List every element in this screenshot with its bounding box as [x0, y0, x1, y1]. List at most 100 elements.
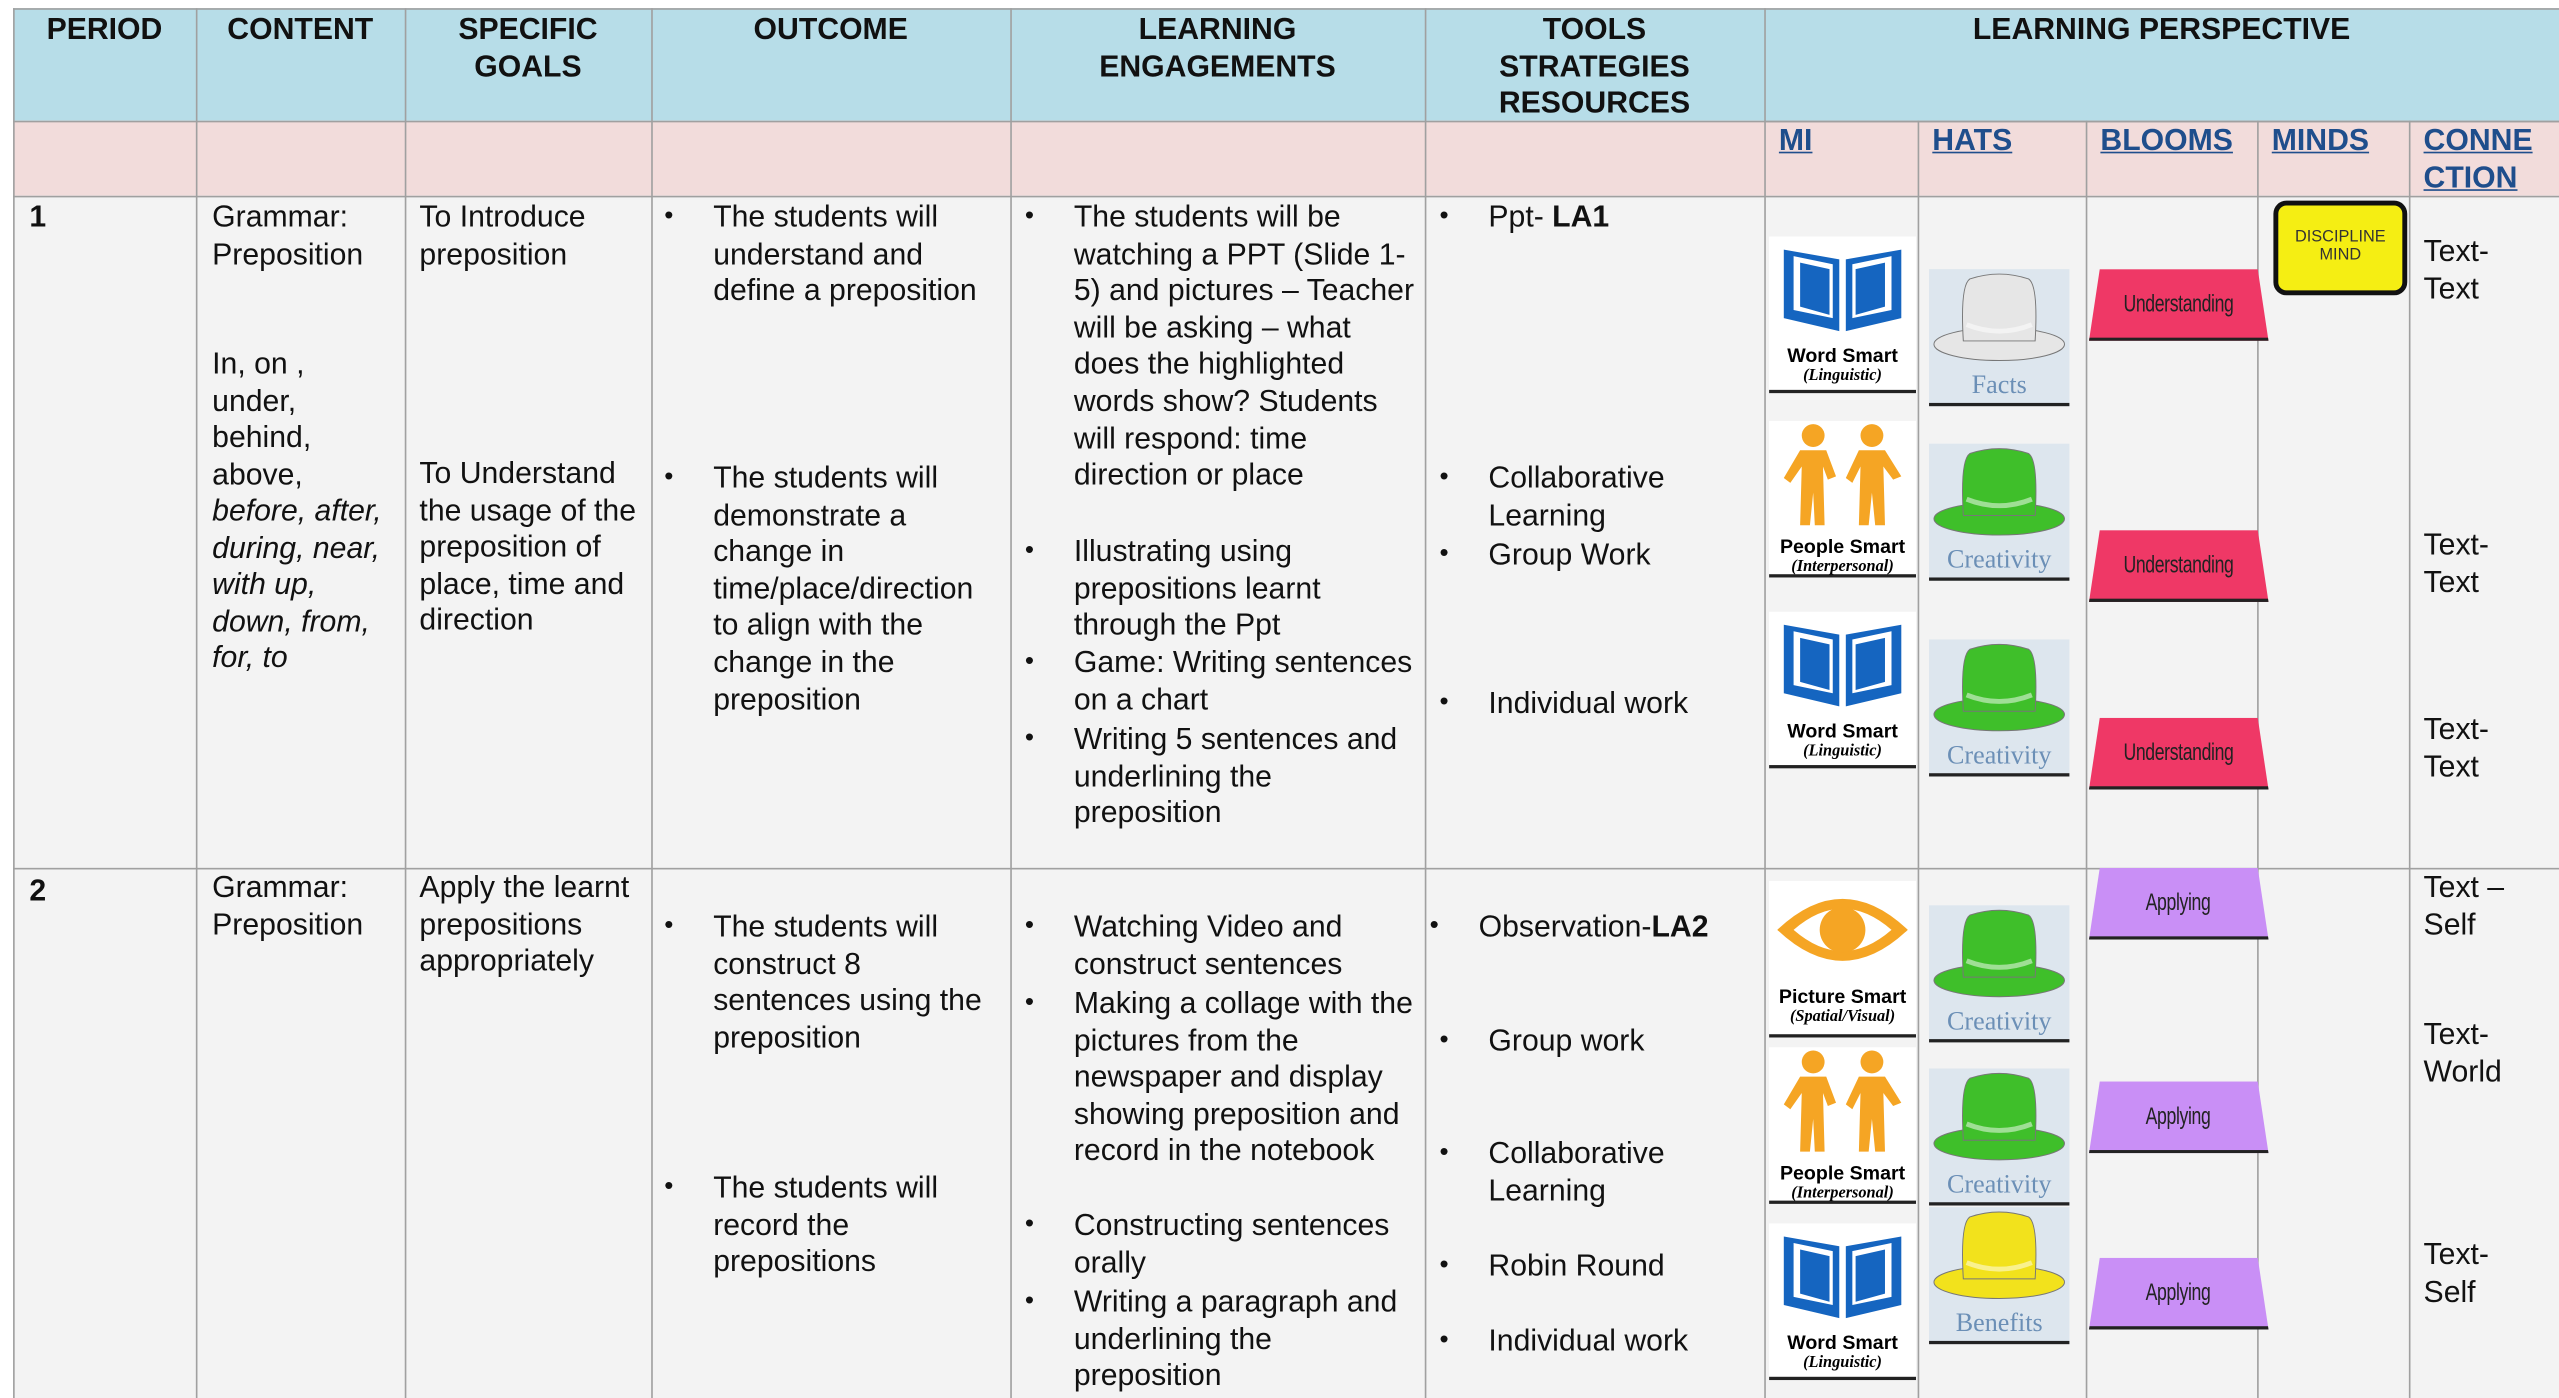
- goal-text: To Understand the usage of the prepositi…: [419, 455, 637, 637]
- blooms-text: Applying: [2146, 1102, 2212, 1131]
- grid-line: [13, 8, 2559, 10]
- tool-item: Group work: [1439, 1023, 1757, 1060]
- mi-icon: People Smart (Interpersonal): [1769, 1047, 1916, 1204]
- perspective-header[interactable]: MINDS: [2271, 122, 2370, 157]
- mi-icon: Word Smart (Linguistic): [1769, 236, 1916, 394]
- goal-text: To Introduce preposition: [419, 199, 586, 271]
- blooms-text: Applying: [2146, 1278, 2212, 1307]
- tool-text: Collaborative Learning: [1488, 460, 1665, 532]
- mi-subtitle: (Linguistic): [1803, 367, 1882, 385]
- tool-text: Observation-: [1478, 908, 1652, 943]
- grid-line: [13, 867, 2559, 870]
- content-text: Grammar: Preposition: [212, 199, 364, 271]
- perspective-header[interactable]: BLOOMS: [2100, 122, 2233, 157]
- engagement-item: Writing 5 sentences and underlining the …: [1025, 721, 1417, 832]
- hat-label: Creativity: [1946, 546, 2052, 575]
- perspective-header[interactable]: MI: [1778, 122, 1813, 157]
- hat-graphic: [1933, 643, 2065, 732]
- connection-text: Text-Text: [2423, 233, 2489, 305]
- mind-badge: DISCIPLINE MIND: [2273, 200, 2408, 296]
- content-text: In, on , under, behind, above,: [212, 345, 312, 491]
- mi-graphic: [1783, 249, 1902, 332]
- perspective-header[interactable]: CONNE CTION: [2423, 122, 2533, 194]
- mi-name: People Smart: [1779, 535, 1906, 558]
- grid-line: [1010, 8, 1012, 1398]
- hat-graphic: [1933, 448, 2065, 536]
- mi-icon: Picture Smart (Spatial/Visual): [1769, 880, 1916, 1038]
- mi-subtitle: (Linguistic): [1803, 1353, 1882, 1372]
- grid-line: [651, 8, 653, 1398]
- tool-text: Robin Round: [1488, 1247, 1665, 1283]
- hat-graphic: [1933, 909, 2065, 998]
- grid-line: [1424, 8, 1427, 1398]
- hat-icon: Creativity: [1929, 1068, 2070, 1206]
- engagement-item: Making a collage with the pictures from …: [1025, 985, 1417, 1169]
- blooms-text: Understanding: [2123, 738, 2234, 767]
- connection-text: Text- Self: [2423, 1236, 2489, 1308]
- mi-graphic: [1783, 1050, 1902, 1152]
- grid-line: [13, 8, 15, 1398]
- header-band: [13, 8, 2559, 121]
- tool-item: Group Work: [1439, 537, 1757, 574]
- tool-text: Individual work: [1488, 685, 1689, 720]
- connection-text: Text- World: [2423, 1016, 2502, 1088]
- tool-item: Individual work: [1439, 685, 1757, 722]
- column-header: SPECIFIC GOALS: [458, 11, 598, 83]
- outcome-item: The students will understand and define …: [664, 199, 1000, 310]
- column-header: TOOLS STRATEGIES RESOURCES: [1498, 11, 1691, 120]
- mi-graphic: [1783, 624, 1902, 707]
- hat-icon: Creativity: [1929, 443, 2070, 581]
- outcome-item: The students will record the preposition…: [664, 1170, 1000, 1281]
- mi-graphic: [1783, 1236, 1902, 1319]
- blooms-label: Understanding: [2088, 269, 2269, 341]
- connection-text: Text – Self: [2423, 869, 2505, 941]
- blooms-label: Applying: [2088, 1081, 2269, 1154]
- hat-label: Creativity: [1946, 1008, 2052, 1036]
- period: 2: [29, 872, 47, 907]
- content-text: Grammar: Preposition: [212, 869, 364, 941]
- hat-label: Creativity: [1946, 742, 2052, 770]
- blooms-label: Applying: [2088, 867, 2269, 940]
- blooms-text: Understanding: [2123, 551, 2234, 580]
- engagement-item: Constructing sentences orally: [1025, 1207, 1417, 1281]
- grid-line: [1764, 120, 2559, 123]
- hat-icon: Creativity: [1929, 639, 2070, 777]
- column-header: LEARNING ENGAGEMENTS: [1099, 11, 1336, 83]
- tool-text: Collaborative Learning: [1488, 1135, 1665, 1207]
- content-text: before, after, during, near, with up, do…: [212, 492, 382, 675]
- mi-name: Word Smart: [1787, 1331, 1898, 1354]
- grid-line: [13, 195, 2559, 198]
- hat-graphic: [1933, 1072, 2065, 1161]
- mi-graphic: [1777, 898, 1908, 961]
- mi-subtitle: (Spatial/Visual): [1789, 1008, 1896, 1027]
- tool-item: Collaborative Learning: [1439, 1135, 1757, 1209]
- grid-line: [1764, 8, 1766, 1398]
- hat-icon: Benefits: [1929, 1207, 2070, 1345]
- grid-line: [13, 120, 2559, 123]
- grid-line: [195, 8, 198, 1398]
- mi-name: People Smart: [1779, 1161, 1906, 1185]
- column-header: OUTCOME: [753, 11, 908, 46]
- mi-subtitle: (Linguistic): [1803, 742, 1882, 761]
- engagement-item: The students will be watching a PPT (Sli…: [1025, 199, 1417, 494]
- mi-subtitle: (Interpersonal): [1791, 1184, 1894, 1203]
- tool-item: Observation-LA2: [1430, 908, 1748, 946]
- mi-subtitle: (Interpersonal): [1791, 557, 1894, 576]
- tool-text: Ppt-: [1488, 199, 1553, 234]
- subheader-band: [13, 120, 2559, 196]
- mi-name: Word Smart: [1787, 344, 1898, 368]
- blooms-label: Understanding: [2088, 717, 2269, 790]
- engagement-item: Writing a paragraph and underlining the …: [1025, 1284, 1417, 1395]
- mi-name: Word Smart: [1787, 719, 1898, 743]
- perspective-header[interactable]: HATS: [1932, 122, 2013, 157]
- engagement-item: Game: Writing sentences on a chart: [1025, 644, 1417, 718]
- connection-text: Text-Text: [2423, 711, 2489, 783]
- mi-graphic: [1783, 424, 1902, 526]
- hat-graphic: [1933, 1211, 2065, 1299]
- tool-item: Individual work: [1439, 1323, 1757, 1360]
- hat-label: Facts: [1971, 371, 2027, 400]
- connection-text: Text-Text: [2423, 526, 2489, 599]
- hat-icon: Facts: [1929, 269, 2070, 407]
- tool-item: Collaborative Learning: [1439, 460, 1757, 534]
